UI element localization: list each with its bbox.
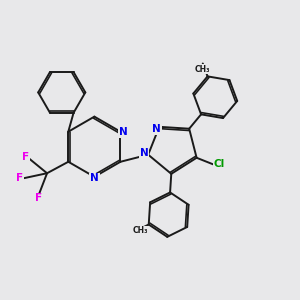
Text: F: F <box>16 173 23 183</box>
Text: F: F <box>35 194 42 203</box>
Text: Cl: Cl <box>214 159 225 169</box>
Text: N: N <box>119 127 128 137</box>
Text: N: N <box>90 173 99 184</box>
Text: CH₃: CH₃ <box>195 65 211 74</box>
Text: N: N <box>152 124 161 134</box>
Text: N: N <box>140 148 148 158</box>
Text: F: F <box>22 152 29 162</box>
Text: CH₃: CH₃ <box>133 226 148 235</box>
